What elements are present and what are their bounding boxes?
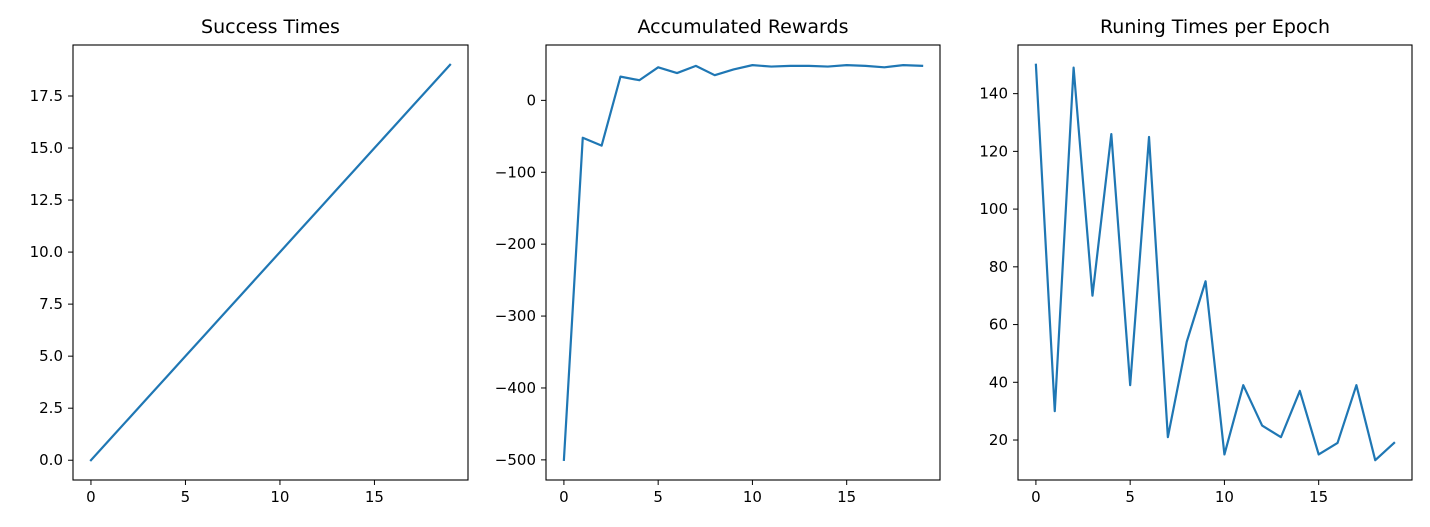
running-times-y-tick-label: 120 <box>979 142 1008 160</box>
accumulated-rewards-x-tick-label: 0 <box>559 488 569 506</box>
accumulated-rewards-x-tick-label: 15 <box>837 488 856 506</box>
running-times-y-tick-label: 80 <box>989 258 1008 276</box>
success-times-y-tick-label: 17.5 <box>30 87 63 105</box>
running-times-x-tick-label: 10 <box>1215 488 1234 506</box>
success-times-x-tick-label: 5 <box>181 488 191 506</box>
success-times-panel: Success Times 0 5 10 15 0.0 2.5 5.0 7.5 10.0 12.5 1… <box>30 16 469 506</box>
accumulated-rewards-axes-frame <box>545 44 941 481</box>
accumulated-rewards-y-tick-label: −500 <box>495 451 536 469</box>
success-times-axes-frame <box>72 44 469 481</box>
accumulated-rewards-series-line <box>562 64 924 462</box>
running-times-y-tick-label: 100 <box>979 200 1008 218</box>
success-times-x-tick-label: 0 <box>86 488 96 506</box>
success-times-y-tick-label: 0.0 <box>39 451 63 469</box>
accumulated-rewards-y-tick-label: −300 <box>495 307 536 325</box>
accumulated-rewards-y-tick-label: −100 <box>495 163 536 181</box>
accumulated-rewards-y-tick-label: −400 <box>495 379 536 397</box>
accumulated-rewards-y-tick-label: 0 <box>526 91 536 109</box>
success-times-y-tick-label: 7.5 <box>39 295 63 313</box>
success-times-y-tick-label: 10.0 <box>30 243 63 261</box>
accumulated-rewards-x-tick-label: 5 <box>653 488 663 506</box>
running-times-x-tick-label: 5 <box>1125 488 1135 506</box>
accumulated-rewards-y-tick-label: −200 <box>495 235 536 253</box>
running-times-y-tick-label: 140 <box>979 85 1008 103</box>
accumulated-rewards-title: Accumulated Rewards <box>638 16 849 38</box>
success-times-x-tick-label: 10 <box>270 488 289 506</box>
running-times-x-tick-label: 0 <box>1031 488 1041 506</box>
success-times-y-tick-label: 12.5 <box>30 191 63 209</box>
success-times-y-tick-label: 2.5 <box>39 399 63 417</box>
success-times-title: Success Times <box>201 16 340 38</box>
accumulated-rewards-x-tick-label: 10 <box>743 488 762 506</box>
running-times-series-line <box>1034 63 1396 462</box>
running-times-y-tick-label: 20 <box>989 431 1008 449</box>
accumulated-rewards-panel: Accumulated Rewards 0 5 10 15 −500 −400 −300 −20… <box>495 16 941 506</box>
success-times-x-tick-label: 15 <box>365 488 384 506</box>
running-times-panel: Runing Times per Epoch 0 5 10 15 20 40 60 80 100 1… <box>979 16 1413 506</box>
running-times-y-tick-label: 40 <box>989 373 1008 391</box>
running-times-y-tick-label: 60 <box>989 316 1008 334</box>
running-times-axes-frame <box>1017 44 1413 481</box>
running-times-x-tick-label: 15 <box>1309 488 1328 506</box>
running-times-title: Runing Times per Epoch <box>1100 16 1330 38</box>
success-times-series-line <box>89 63 452 462</box>
success-times-y-tick-label: 5.0 <box>39 347 63 365</box>
success-times-y-tick-label: 15.0 <box>30 139 63 157</box>
